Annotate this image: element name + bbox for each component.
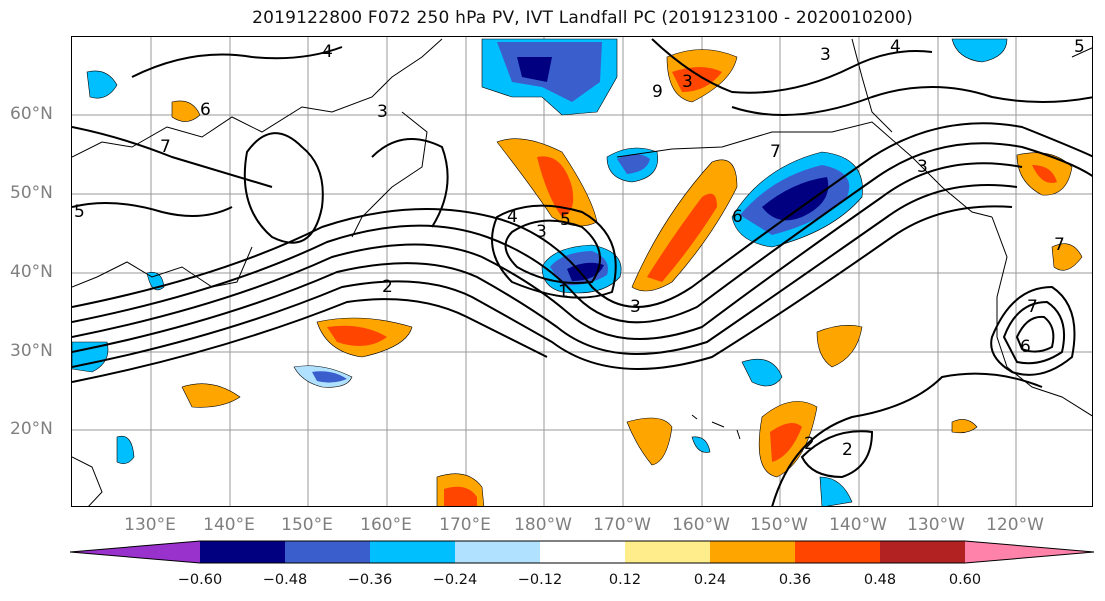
colorbar-tick-label: −0.60 [177, 572, 223, 588]
colorbar [70, 540, 1095, 564]
contour-label: 3 [917, 157, 928, 177]
lon-label: 150°E [281, 515, 333, 535]
contour-label: 5 [560, 210, 571, 230]
map-title: 2019122800 F072 250 hPa PV, IVT Landfall… [252, 8, 913, 28]
colorbar-tick-label: 0.36 [778, 572, 812, 588]
contour-label: 4 [322, 42, 333, 62]
contour-label: 3 [536, 222, 547, 242]
colorbar-swatch [795, 541, 880, 563]
lat-label: 40°N [10, 262, 53, 282]
contour-label: 6 [1020, 337, 1031, 357]
contour-label: 7 [1027, 297, 1038, 317]
lon-label: 120°W [986, 515, 1044, 535]
lat-label: 20°N [10, 419, 53, 439]
colorbar-swatch [880, 541, 965, 563]
lon-label: 170°E [439, 515, 491, 535]
lon-label: 180°W [514, 515, 572, 535]
contour-label: 3 [630, 297, 641, 317]
colorbar-tick-label: 0.60 [948, 572, 982, 588]
colorbar-tick-label: −0.12 [517, 572, 563, 588]
contour-label: 7 [770, 142, 781, 162]
colorbar-swatch [285, 541, 370, 563]
contour-label: 7 [1054, 235, 1065, 255]
contour-labels: 4 3 6 7 5 4 3 5 1 2 3 3 9 3 7 6 3 4 5 7 … [74, 37, 1085, 460]
lon-label: 170°W [593, 515, 651, 535]
colorbar-tick-label: −0.48 [262, 572, 308, 588]
contour-label: 2 [804, 434, 815, 454]
colorbar-swatch [200, 541, 285, 563]
colorbar-swatch [710, 541, 795, 563]
lon-label: 140°W [829, 515, 887, 535]
lat-label: 60°N [10, 104, 53, 124]
colorbar-swatch [625, 541, 710, 563]
colorbar-tick-label: −0.24 [432, 572, 478, 588]
lon-label: 150°W [750, 515, 808, 535]
colorbar-swatch [70, 541, 200, 563]
lat-label: 50°N [10, 183, 53, 203]
contour-label: 9 [652, 82, 663, 102]
colorbar-tick-label: −0.36 [347, 572, 393, 588]
colorbar-tick-label: 0.24 [693, 572, 727, 588]
contour-label: 7 [160, 137, 171, 157]
pv-contours [72, 38, 1092, 506]
contour-label: 3 [820, 45, 831, 65]
contour-label: 2 [842, 440, 853, 460]
lat-label: 30°N [10, 341, 53, 361]
contour-label: 1 [558, 282, 569, 302]
contour-label: 6 [732, 207, 743, 227]
lon-label: 160°W [672, 515, 730, 535]
colorbar-swatch [455, 541, 540, 563]
contour-label: 5 [1074, 37, 1085, 57]
coastlines [72, 38, 1092, 506]
contour-label: 2 [382, 277, 393, 297]
contour-label: 3 [682, 72, 693, 92]
lon-label: 160°E [360, 515, 412, 535]
lon-label: 130°W [907, 515, 965, 535]
contour-label: 3 [377, 102, 388, 122]
colorbar-swatch [965, 541, 1094, 563]
contour-label: 6 [200, 100, 211, 120]
contour-label: 4 [507, 207, 518, 227]
map-panel: 4 3 6 7 5 4 3 5 1 2 3 3 9 3 7 6 3 4 5 7 … [71, 36, 1093, 507]
lon-label: 140°E [203, 515, 255, 535]
contour-label: 5 [74, 202, 85, 222]
contour-label: 4 [890, 37, 901, 57]
colorbar-swatch [540, 541, 625, 563]
lon-label: 130°E [124, 515, 176, 535]
map-canvas: 4 3 6 7 5 4 3 5 1 2 3 3 9 3 7 6 3 4 5 7 … [72, 37, 1092, 506]
colorbar-tick-label: 0.12 [608, 572, 642, 588]
colorbar-swatch [370, 541, 455, 563]
colorbar-tick-label: 0.48 [863, 572, 897, 588]
